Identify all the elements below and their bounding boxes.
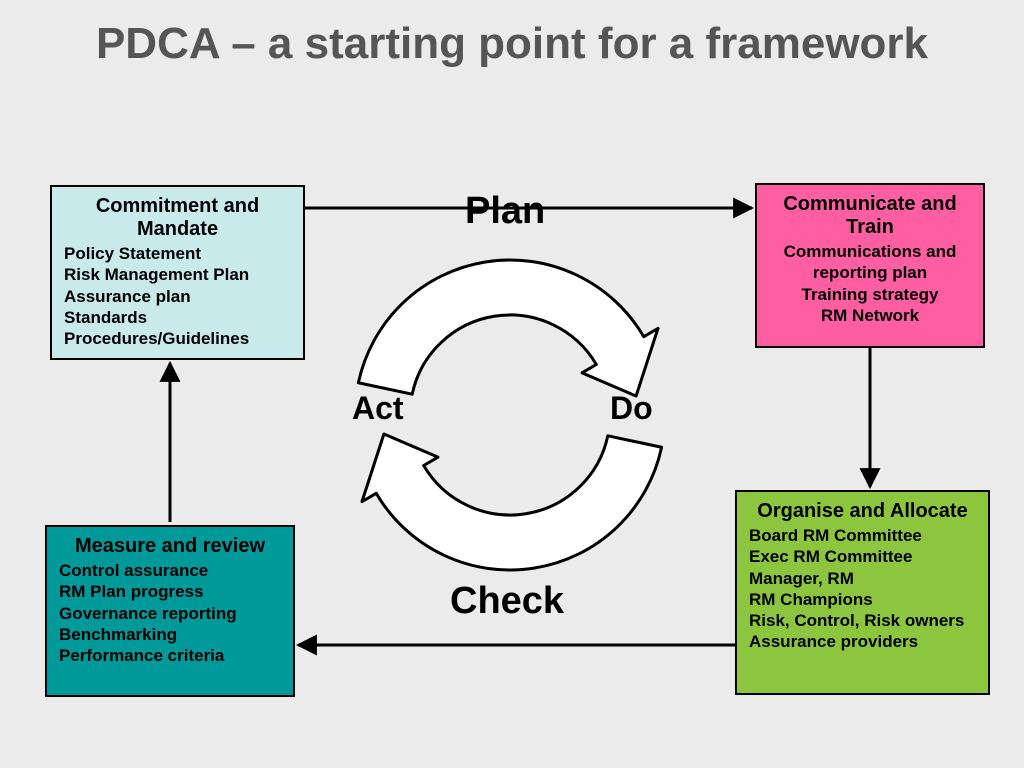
box-line: Assurance providers	[749, 631, 976, 652]
box-title: Organise and Allocate	[749, 500, 976, 523]
box-line: Standards	[64, 307, 291, 328]
box-line: RM Plan progress	[59, 581, 281, 602]
pdca-label-do: Do	[610, 390, 653, 427]
box-line: Performance criteria	[59, 645, 281, 666]
pdca-label-act: Act	[352, 390, 404, 427]
cycle-arrow-top	[358, 260, 658, 396]
box-line: RM Network	[769, 305, 971, 326]
box-line: Manager, RM	[749, 568, 976, 589]
box-title: Communicate and Train	[769, 193, 971, 239]
box-title: Measure and review	[59, 535, 281, 558]
box-organise-allocate: Organise and Allocate Board RM Committee…	[735, 490, 990, 695]
box-line: Governance reporting	[59, 603, 281, 624]
box-body: Control assuranceRM Plan progressGoverna…	[59, 560, 281, 666]
box-body: Communications and reporting planTrainin…	[769, 241, 971, 326]
box-line: RM Champions	[749, 589, 976, 610]
box-communicate-train: Communicate and Train Communications and…	[755, 183, 985, 348]
box-commitment-mandate: Commitment and Mandate Policy StatementR…	[50, 185, 305, 360]
box-line: Communications and reporting plan	[769, 241, 971, 284]
box-body: Policy StatementRisk Management PlanAssu…	[64, 243, 291, 349]
box-line: Training strategy	[769, 284, 971, 305]
cycle-arrow-bottom	[362, 434, 662, 570]
box-body: Board RM CommitteeExec RM CommitteeManag…	[749, 525, 976, 653]
box-line: Assurance plan	[64, 286, 291, 307]
pdca-label-plan: Plan	[465, 190, 545, 233]
box-line: Procedures/Guidelines	[64, 328, 291, 349]
diagram-stage: PDCA – a starting point for a framework …	[0, 0, 1024, 768]
box-measure-review: Measure and review Control assuranceRM P…	[45, 525, 295, 697]
box-line: Policy Statement	[64, 243, 291, 264]
box-line: Board RM Committee	[749, 525, 976, 546]
pdca-label-check: Check	[450, 580, 564, 623]
box-line: Risk, Control, Risk owners	[749, 610, 976, 631]
box-line: Control assurance	[59, 560, 281, 581]
page-title: PDCA – a starting point for a framework	[0, 18, 1024, 70]
box-title: Commitment and Mandate	[64, 195, 291, 241]
box-line: Benchmarking	[59, 624, 281, 645]
box-line: Risk Management Plan	[64, 264, 291, 285]
box-line: Exec RM Committee	[749, 546, 976, 567]
